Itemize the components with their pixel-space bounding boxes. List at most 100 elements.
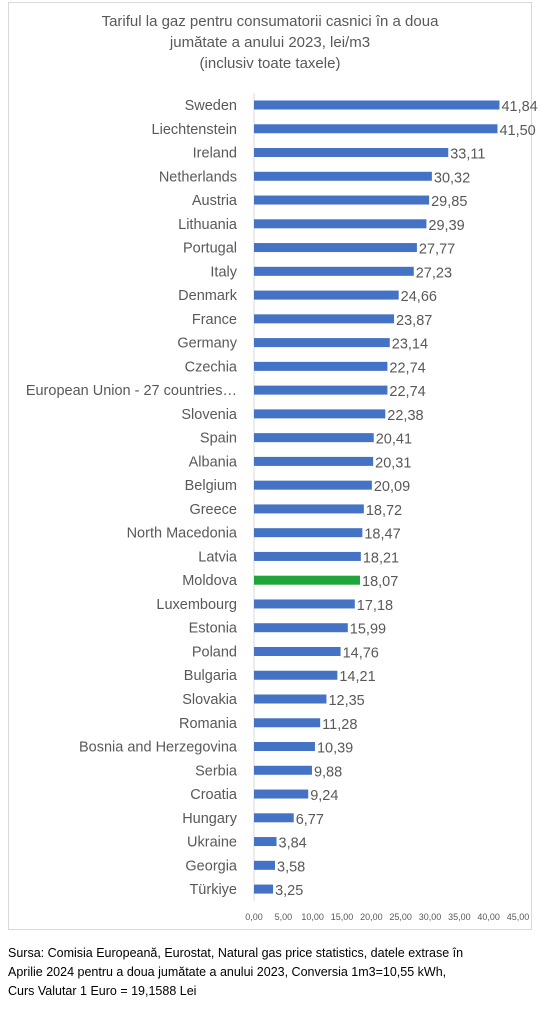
category-label: Georgia: [185, 858, 238, 874]
source-line-3: Curs Valutar 1 Euro = 19,1588 Lei: [8, 984, 197, 998]
category-label: Ireland: [193, 146, 237, 162]
bar: [254, 171, 432, 181]
source-line-2: Aprilie 2024 pentru a doua jumătate a an…: [8, 965, 447, 979]
bar: [254, 385, 388, 395]
category-label: Latvia: [198, 549, 238, 565]
data-label: 3,58: [277, 859, 305, 875]
chart-title-line-3: (inclusiv toate taxele): [199, 55, 341, 72]
bar: [254, 860, 276, 870]
bar: [254, 718, 321, 728]
bar: [254, 433, 374, 443]
category-label: Ukraine: [187, 835, 237, 851]
data-label: 3,25: [275, 883, 303, 899]
data-label: 27,77: [419, 242, 455, 258]
x-tick-label: 30,00: [419, 912, 442, 922]
category-label: Romania: [179, 716, 238, 732]
bar-chart: Sweden 41,84 Liechtenstein 41,50 Ireland 33,1…: [26, 93, 538, 922]
data-label: 3,84: [279, 836, 307, 852]
data-label: 12,35: [328, 693, 364, 709]
category-label: Sweden: [185, 98, 237, 114]
category-label: Poland: [192, 644, 237, 660]
data-label: 18,72: [366, 503, 402, 519]
x-tick-label: 5,00: [275, 912, 293, 922]
x-tick-label: 35,00: [448, 912, 471, 922]
x-tick-label: 40,00: [477, 912, 500, 922]
data-label: 29,85: [431, 194, 467, 210]
category-label: Czechia: [185, 359, 238, 375]
category-label: Estonia: [189, 621, 238, 637]
source-line-1: Sursa: Comisia Europeană, Eurostat, Natu…: [8, 946, 464, 960]
x-tick-label: 25,00: [389, 912, 412, 922]
data-label: 41,50: [499, 123, 535, 139]
bar: [254, 813, 294, 823]
source-note: Sursa: Comisia Europeană, Eurostat, Natu…: [8, 944, 533, 1001]
category-label: Lithuania: [178, 217, 238, 233]
category-label: Liechtenstein: [152, 122, 237, 138]
category-label: Greece: [189, 502, 237, 518]
data-label: 20,09: [374, 479, 410, 495]
data-label: 22,38: [387, 408, 423, 424]
bar: [254, 528, 363, 538]
bar: [254, 100, 500, 110]
bar: [254, 456, 374, 466]
bar: [254, 266, 414, 276]
data-label: 9,88: [314, 764, 342, 780]
data-label: 22,74: [389, 384, 425, 400]
category-label: Denmark: [178, 288, 238, 304]
bar: [254, 646, 341, 656]
category-label: Slovenia: [181, 407, 238, 423]
data-label: 41,84: [501, 99, 537, 115]
bar: [254, 670, 338, 680]
category-label: Italy: [210, 264, 237, 280]
data-label: 24,66: [401, 289, 437, 305]
bar: [254, 243, 417, 253]
data-label: 14,76: [343, 645, 379, 661]
chart-title-line-1: Tariful la gaz pentru consumatorii casni…: [101, 13, 439, 30]
x-tick-label: 20,00: [360, 912, 383, 922]
bar: [254, 195, 430, 205]
data-label: 23,14: [392, 337, 428, 353]
category-label: Croatia: [190, 787, 238, 803]
data-label: 9,24: [310, 788, 338, 804]
data-label: 14,21: [339, 669, 375, 685]
data-label: 18,21: [363, 550, 399, 566]
data-label: 20,31: [375, 455, 411, 471]
data-label: 18,47: [364, 527, 400, 543]
category-label: Slovakia: [182, 692, 238, 708]
bar: [254, 694, 327, 704]
category-label: Bosnia and Herzegovina: [79, 740, 238, 756]
bar: [254, 219, 427, 229]
category-label: Germany: [177, 336, 237, 352]
category-label: Hungary: [182, 811, 238, 827]
bar: [254, 837, 277, 847]
data-label: 20,41: [376, 432, 412, 448]
category-label: Belgium: [185, 478, 237, 494]
data-label: 30,32: [434, 170, 470, 186]
category-label: Serbia: [195, 763, 238, 779]
bar: [254, 884, 274, 894]
bar-highlight: [254, 575, 361, 585]
category-label: Moldova: [182, 573, 238, 589]
bar: [254, 623, 348, 633]
bar: [254, 789, 309, 799]
category-label: Portugal: [183, 241, 237, 257]
bar: [254, 409, 386, 419]
category-label: Netherlands: [159, 169, 237, 185]
data-label: 17,18: [357, 598, 393, 614]
data-label: 29,39: [428, 218, 464, 234]
category-label: Bulgaria: [184, 668, 238, 684]
bar: [254, 338, 390, 348]
bar: [254, 290, 399, 300]
category-label: Türkiye: [189, 882, 237, 898]
category-label: Spain: [200, 431, 237, 447]
category-label: Albania: [189, 454, 238, 470]
bar: [254, 599, 355, 609]
bar: [254, 551, 361, 561]
category-label: Austria: [192, 193, 238, 209]
x-tick-label: 15,00: [331, 912, 354, 922]
category-label: France: [192, 312, 237, 328]
data-label: 18,07: [362, 574, 398, 590]
bar: [254, 504, 364, 514]
bar: [254, 765, 312, 775]
data-label: 22,74: [389, 360, 425, 376]
